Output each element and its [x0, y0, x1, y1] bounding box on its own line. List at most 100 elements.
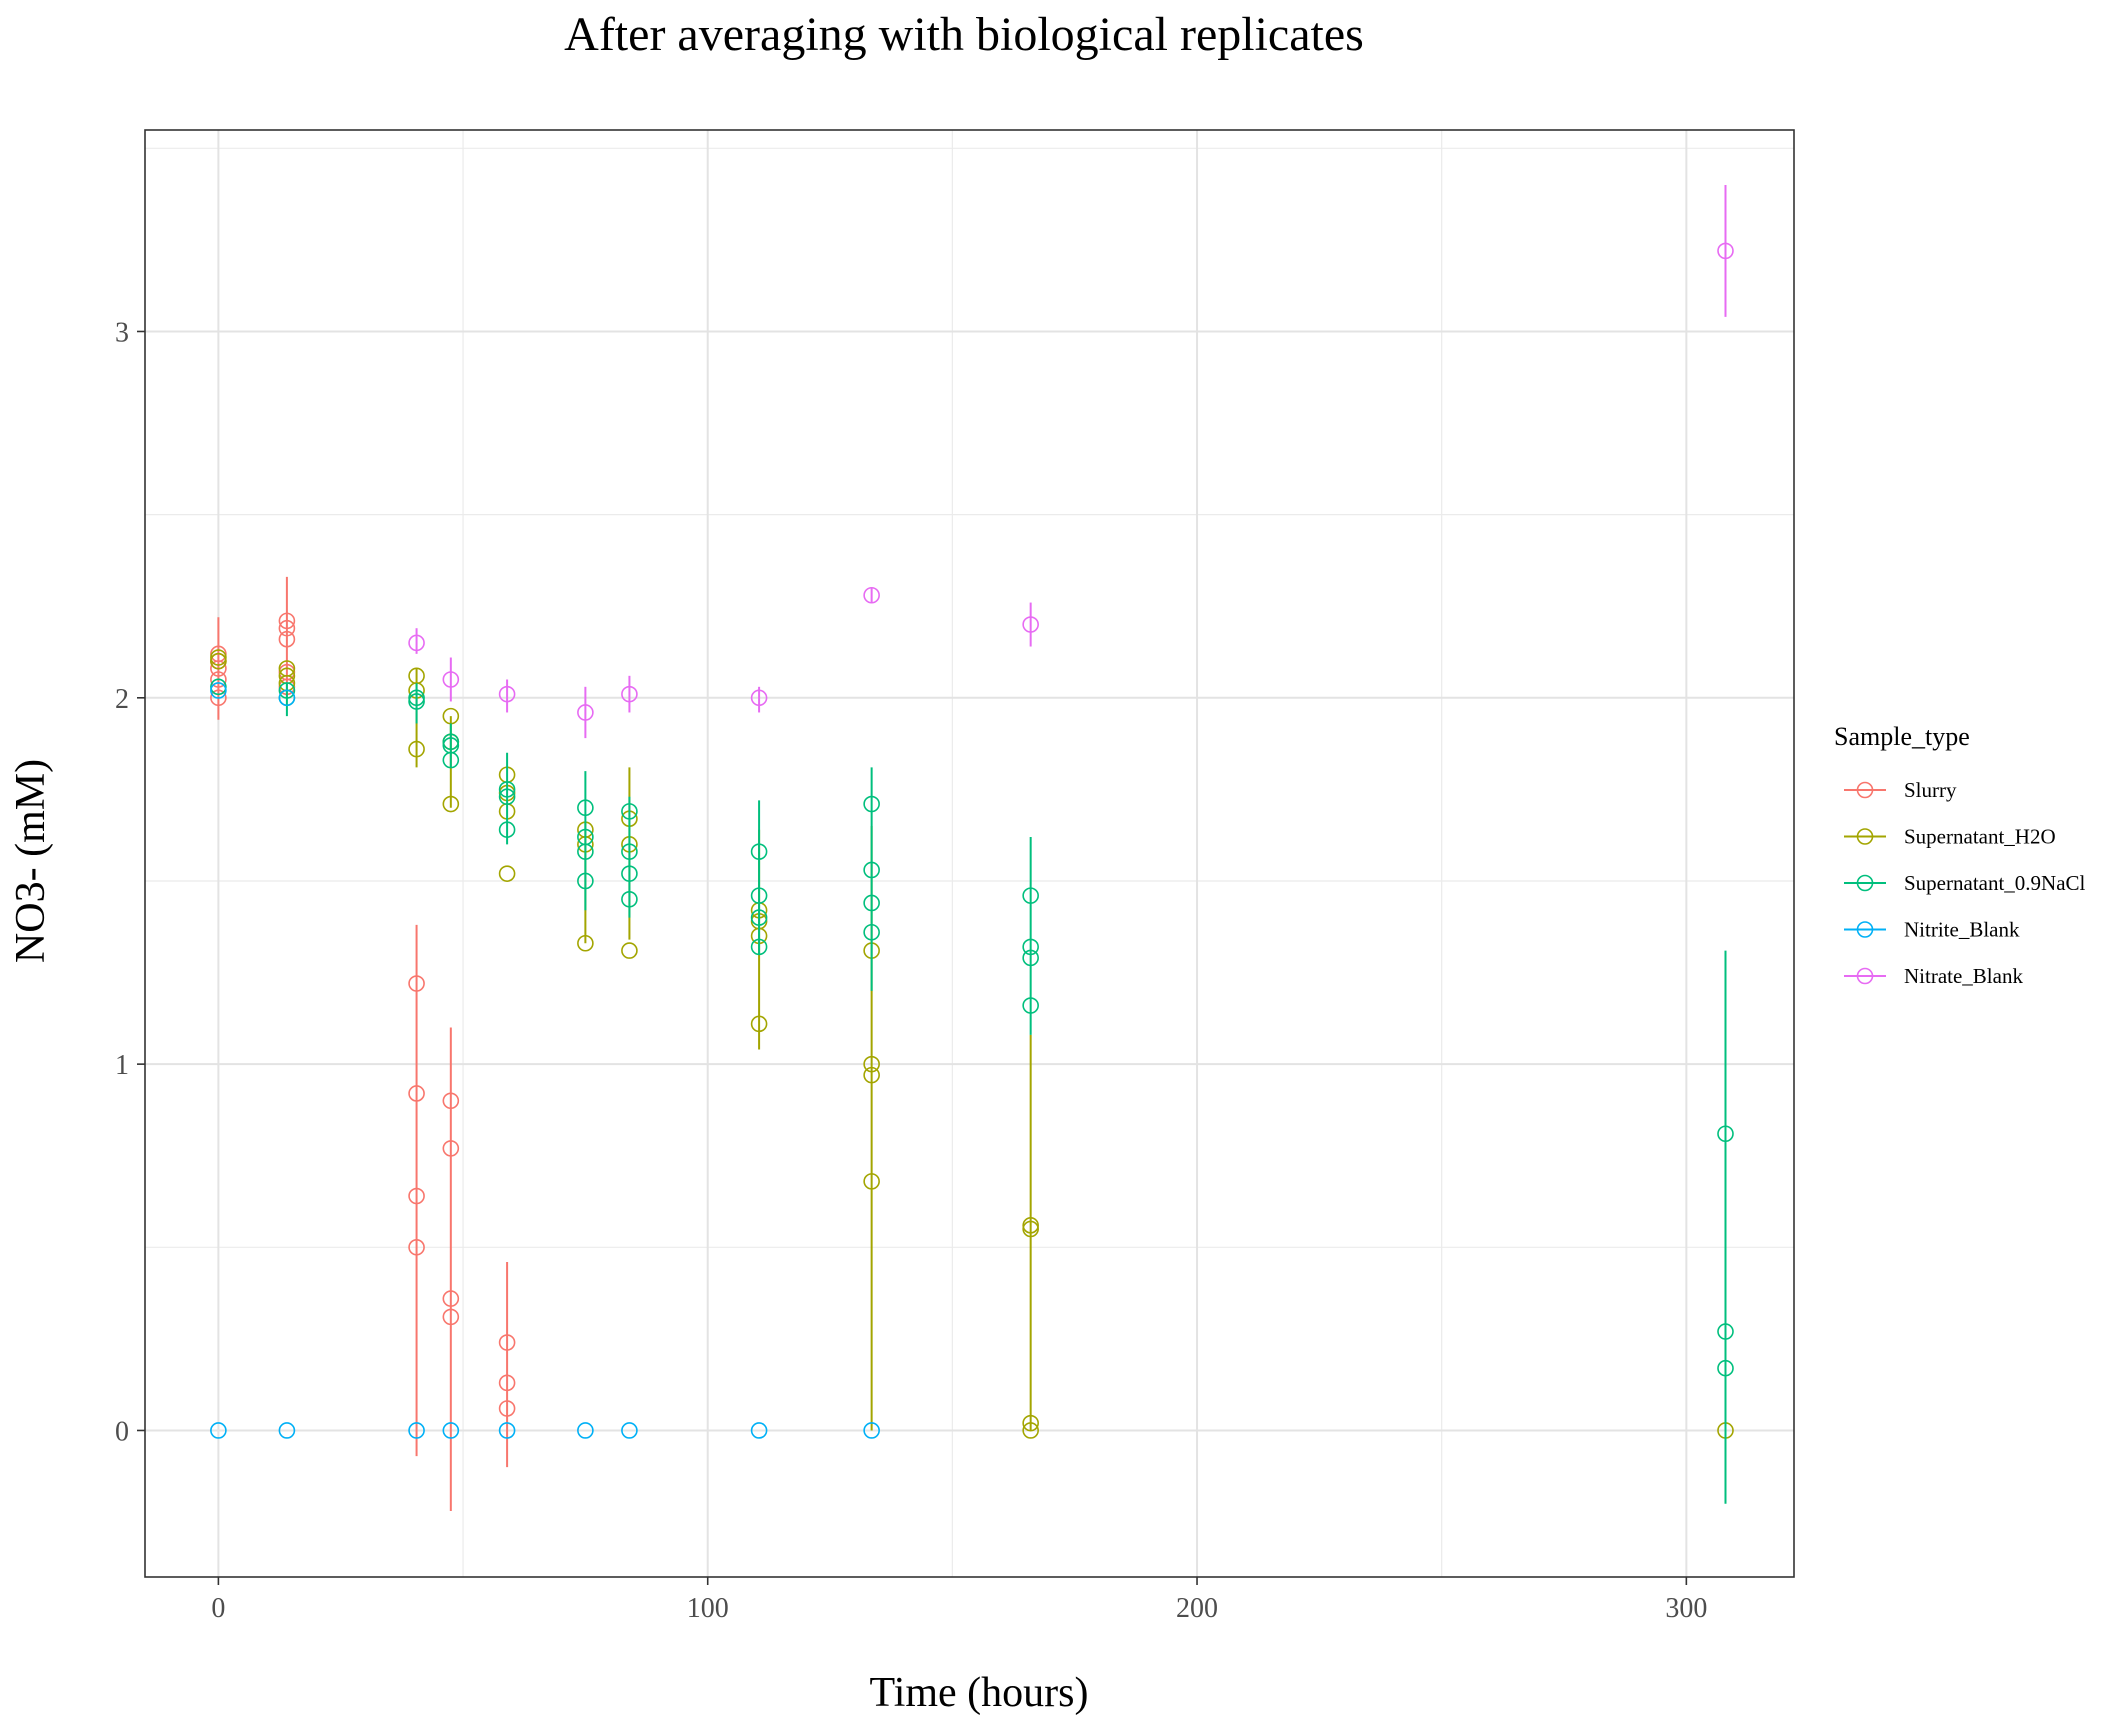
legend-item: Nitrate_Blank [1844, 964, 2023, 988]
series-nitrate-blank [408, 184, 1734, 739]
legend-key-marker [1856, 921, 1874, 938]
data-point [621, 685, 638, 703]
data-point [278, 689, 296, 707]
data-point [1022, 949, 1039, 967]
data-point [863, 586, 880, 604]
data-point [750, 1015, 768, 1033]
legend-key-marker [1856, 874, 1874, 892]
data-point [498, 1334, 516, 1351]
data-point [278, 660, 296, 677]
data-point [442, 1422, 460, 1439]
data-point [1022, 1217, 1039, 1234]
data-point [863, 1173, 880, 1190]
data-point [498, 821, 516, 838]
y-tick-label: 0 [115, 1416, 129, 1447]
legend-item: Nitrite_Blank [1844, 918, 2020, 942]
data-point [498, 1400, 516, 1417]
chart-title: After averaging with biological replicat… [564, 8, 1364, 61]
data-point [1717, 242, 1734, 260]
data-point [577, 1422, 594, 1439]
y-axis-title: NO3- (mM) [8, 759, 54, 963]
data-point [577, 934, 594, 952]
data-point [408, 1187, 425, 1205]
plot-area: 0 100 200 300 0 1 2 3 [115, 129, 1795, 1624]
legend-label: Supernatant_0.9NaCl [1904, 871, 2086, 895]
data-point [442, 1140, 460, 1157]
data-point [408, 740, 425, 758]
data-point [498, 1422, 516, 1439]
x-tick-label: 200 [1176, 1593, 1218, 1624]
legend-label: Nitrate_Blank [1904, 964, 2023, 988]
data-point [442, 671, 460, 688]
data-point [1022, 1414, 1039, 1432]
data-point [442, 751, 460, 769]
data-point [863, 1055, 880, 1073]
y-tick-label: 3 [115, 317, 129, 348]
data-point [750, 1422, 768, 1439]
legend-label: Nitrite_Blank [1904, 918, 2020, 942]
plot-panel-border [144, 129, 1795, 1578]
data-point [210, 682, 227, 699]
x-tick-label: 0 [211, 1593, 225, 1624]
data-point [750, 909, 768, 926]
legend-key-marker [1856, 828, 1874, 845]
legend-item: Slurry [1844, 778, 1957, 802]
data-point [621, 865, 638, 882]
data-point [278, 619, 296, 637]
data-point [210, 652, 227, 670]
data-point [1022, 1220, 1039, 1238]
y-tick-label: 1 [115, 1050, 129, 1081]
legend-label: Supernatant_H2O [1904, 825, 2056, 849]
data-point [442, 1290, 460, 1307]
data-point [1022, 997, 1039, 1014]
data-point [621, 803, 638, 820]
data-point [210, 649, 227, 666]
data-point [442, 1308, 460, 1326]
data-point [750, 887, 768, 904]
data-point [863, 894, 880, 912]
data-point [408, 1422, 425, 1439]
data-point [210, 689, 227, 707]
data-point [442, 733, 460, 751]
data-point [1022, 1422, 1039, 1439]
data-point [498, 685, 516, 703]
x-axis-title: Time (hours) [870, 1670, 1089, 1716]
data-point [1717, 1125, 1734, 1143]
data-point [278, 1422, 296, 1439]
data-point [863, 1066, 880, 1084]
legend-item: Supernatant_H2O [1844, 825, 2056, 849]
data-point [750, 689, 768, 707]
data-point [442, 1092, 460, 1110]
legend: Sample_type Slurry Supernatant_H2O Superna… [1834, 722, 2086, 988]
data-point [210, 671, 227, 688]
data-point [408, 693, 425, 710]
data-point [863, 795, 880, 813]
data-point [1717, 1359, 1734, 1377]
data-point [1022, 616, 1039, 633]
data-point [210, 1422, 227, 1439]
legend-key-marker [1856, 967, 1874, 985]
data-point [1022, 938, 1039, 956]
data-point [408, 1239, 425, 1256]
data-point [498, 865, 516, 882]
data-point [442, 795, 460, 813]
data-point [577, 704, 594, 721]
series-supernatant-0-9nacl [210, 678, 1734, 1504]
x-tick-label: 100 [687, 1593, 729, 1624]
data-point [408, 1085, 425, 1102]
data-point [408, 975, 425, 992]
data-point [863, 1422, 880, 1439]
data-point [621, 843, 638, 860]
data-point [278, 663, 296, 681]
data-point [750, 938, 768, 956]
data-point [750, 843, 768, 860]
data-point [577, 799, 594, 817]
series-nitrite-blank [210, 682, 880, 1439]
data-point [210, 678, 227, 696]
y-tick-label: 2 [115, 684, 129, 715]
data-point [498, 788, 516, 806]
data-point [863, 923, 880, 941]
data-point [621, 1422, 638, 1439]
data-point [278, 682, 296, 699]
